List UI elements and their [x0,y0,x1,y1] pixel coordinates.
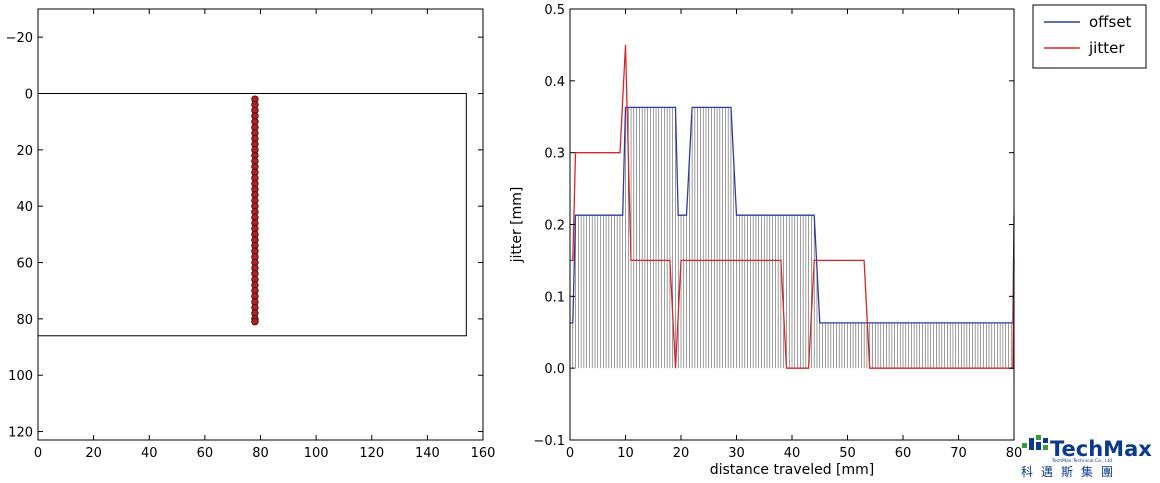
right-x-tick-label: 40 [784,446,801,461]
right-x-tick-label: 0 [566,446,574,461]
right-y-tick-label: 0.0 [544,362,565,377]
left-y-tick-label: 120 [8,426,33,441]
right-x-tick-label: 20 [673,446,690,461]
legend-box [1032,4,1147,69]
left-axes-frame [37,8,484,441]
x-axis-label: distance traveled [mm] [710,462,875,478]
legend-label-offset: offset [1089,13,1132,31]
right-x-tick-label: 30 [728,446,745,461]
left-x-tick-label: 80 [252,446,269,461]
left-x-tick-label: 0 [34,446,42,461]
left-y-tick-label: 60 [16,257,33,272]
right-x-tick-label: 10 [617,446,634,461]
left-y-tick-label: 20 [16,144,33,159]
right-y-tick-label: 0.3 [544,147,565,162]
legend-label-jitter: jitter [1088,39,1125,57]
left-x-tick-label: 160 [471,446,496,461]
left-y-tick-label: −20 [6,31,33,46]
left-x-tick-label: 140 [415,446,440,461]
left-x-tick-label: 20 [85,446,102,461]
logo-mark-icon [1022,435,1048,450]
right-x-tick-label: 80 [1006,446,1023,461]
right-y-tick-label: −0.1 [533,434,565,449]
right-line-plot: 0 10 20 30 40 50 60 70 80 −0.1 0.0 0.1 0.2 0.3 0.4 0.5 d… [509,3,1022,478]
right-y-tick-label: 0.2 [544,219,565,234]
left-x-tick-label: 120 [359,446,384,461]
logo-chinese: 科邁斯集團 [1021,464,1121,479]
left-y-tick-label: 0 [25,88,33,103]
right-y-tick-label: 0.1 [544,290,565,305]
logo-brand: TechMax [1050,437,1152,461]
left-scatter-plot: 0 20 40 60 80 100 120 140 160 −20 0 20 40 60 80 100 120 [6,8,496,461]
right-x-tick-label: 50 [839,446,856,461]
work-area-rectangle [37,93,467,337]
left-x-tick-label: 100 [304,446,329,461]
right-y-tick-label: 0.4 [544,75,565,90]
left-x-tick-label: 60 [197,446,214,461]
left-y-tick-label: 100 [8,369,33,384]
right-x-tick-label: 60 [895,446,912,461]
left-y-tick-label: 80 [16,313,33,328]
scatter-point [251,317,259,326]
right-y-tick-label: 0.5 [544,3,565,18]
techmax-logo: TechMax TechMax Technical Co., Ltd 科邁斯集團 [1021,435,1152,479]
right-x-tick-label: 70 [950,446,967,461]
logo-tagline: TechMax Technical Co., Ltd [1051,458,1112,464]
series-line-jitter [570,44,1015,369]
left-y-tick-label: 40 [16,200,33,215]
y-axis-label: jitter [mm] [509,187,525,264]
series-line-offset [570,106,1015,324]
left-x-tick-label: 40 [141,446,158,461]
legend: offset jitter [1032,4,1147,69]
